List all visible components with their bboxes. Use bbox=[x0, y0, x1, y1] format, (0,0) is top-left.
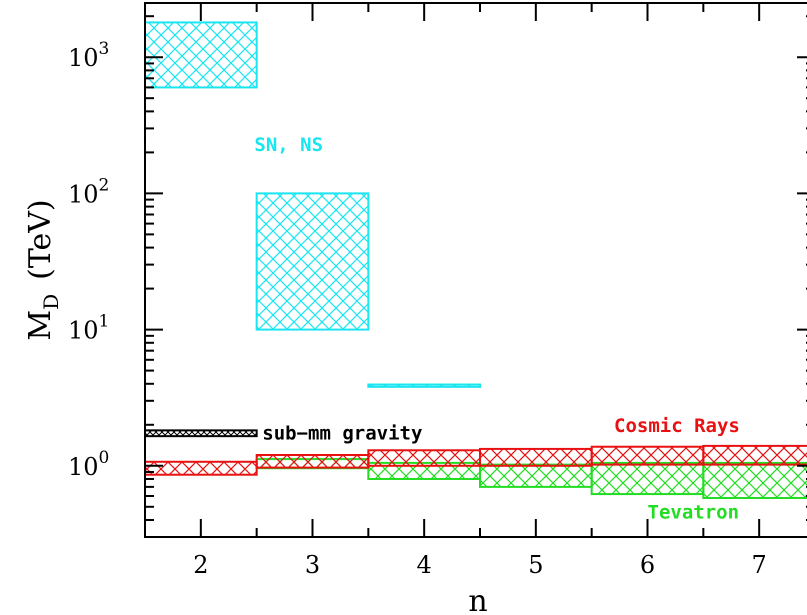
box-sn-ns-2 bbox=[367, 383, 482, 388]
y-axis-title-sub: D bbox=[39, 294, 63, 310]
annotation-2: Cosmic Rays bbox=[614, 415, 740, 437]
x-tick-label-7: 7 bbox=[752, 551, 767, 579]
x-tick-label-3: 3 bbox=[305, 551, 320, 579]
box-tevatron-2 bbox=[479, 463, 593, 488]
y-tick-label-0: 100 bbox=[68, 448, 109, 481]
tick-labels: 2 3 4 5 6 7 100 101 102 103 bbox=[68, 39, 767, 579]
y-axis-title-unit: (TeV) bbox=[23, 199, 58, 280]
box-sn-ns-0 bbox=[144, 21, 258, 89]
box-tevatron-3 bbox=[590, 461, 705, 496]
axis-ticks bbox=[144, 3, 807, 538]
box-cosmic-rays-0 bbox=[144, 460, 258, 476]
y-tick-label-2: 102 bbox=[68, 175, 109, 208]
box-cosmic-rays-5 bbox=[702, 444, 807, 466]
box-cosmic-rays-1 bbox=[255, 454, 370, 469]
x-tick-label-5: 5 bbox=[528, 551, 543, 579]
x-axis-title: n bbox=[468, 584, 487, 615]
annotation-1: sub−mm gravity bbox=[262, 423, 422, 445]
annotation-0: SN, NS bbox=[254, 134, 323, 156]
box-sn-ns-1 bbox=[255, 192, 370, 331]
box-cosmic-rays-4 bbox=[590, 445, 705, 466]
box-sub-mm-gravity-0 bbox=[144, 429, 258, 438]
data-boxes bbox=[144, 21, 807, 500]
y-axis-title: MD (TeV) bbox=[23, 199, 63, 340]
y-tick-label-1: 101 bbox=[68, 312, 109, 345]
box-tevatron-4 bbox=[702, 461, 807, 500]
x-tick-label-4: 4 bbox=[417, 551, 432, 579]
annotations: SN, NS sub−mm gravity Cosmic Rays Tevatron bbox=[254, 134, 739, 524]
annotation-3: Tevatron bbox=[648, 502, 740, 524]
x-tick-label-2: 2 bbox=[193, 551, 208, 579]
box-cosmic-rays-2 bbox=[367, 449, 482, 467]
x-tick-label-6: 6 bbox=[640, 551, 655, 579]
y-axis-title-main: M bbox=[23, 310, 58, 341]
y-tick-label-3: 103 bbox=[68, 39, 109, 72]
box-cosmic-rays-3 bbox=[479, 447, 593, 467]
svg-text:MD(TeV): MD (TeV) bbox=[23, 199, 63, 340]
